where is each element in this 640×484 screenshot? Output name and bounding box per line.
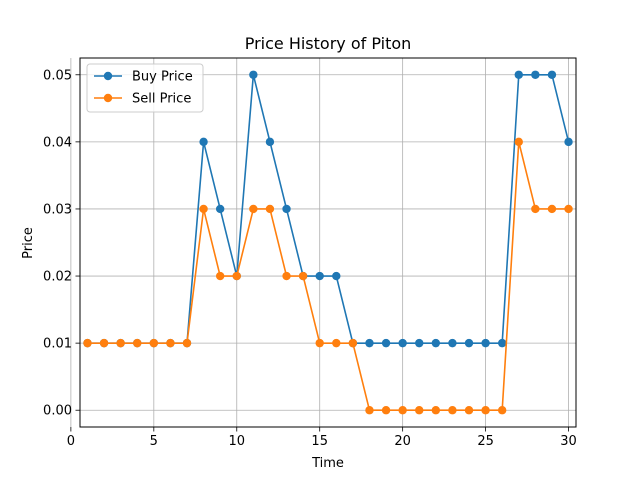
data-point — [514, 137, 523, 147]
data-point — [315, 271, 324, 281]
y-tick-label: 0.03 — [43, 202, 72, 217]
data-point — [514, 70, 523, 79]
x-tick-label: 20 — [394, 434, 411, 449]
data-point — [265, 204, 275, 214]
data-point — [448, 406, 457, 415]
data-point — [464, 338, 474, 348]
data-point — [564, 204, 573, 214]
data-point — [398, 338, 407, 348]
legend-entry: Buy Price — [94, 70, 193, 85]
data-point — [415, 406, 424, 415]
data-point — [531, 204, 540, 214]
data-point — [265, 137, 275, 147]
data-point — [116, 338, 125, 348]
data-point — [83, 338, 92, 348]
data-point — [464, 406, 474, 415]
data-point — [282, 271, 291, 281]
data-point — [133, 338, 142, 348]
data-point — [232, 271, 241, 281]
data-point — [398, 406, 407, 415]
data-point — [215, 271, 225, 281]
series-layer — [83, 70, 573, 415]
legend-label: Sell Price — [132, 92, 191, 107]
data-point — [298, 271, 308, 281]
data-point — [149, 338, 159, 348]
data-point — [431, 406, 441, 415]
chart-title: Price History of Piton — [245, 34, 412, 53]
data-point — [365, 338, 374, 348]
data-point — [448, 338, 457, 348]
data-point — [381, 406, 391, 415]
x-tick-label: 0 — [67, 434, 75, 449]
x-tick-label: 25 — [477, 434, 494, 449]
data-point — [431, 338, 441, 348]
data-point — [365, 406, 374, 415]
y-tick-label: 0.01 — [43, 337, 72, 352]
data-point — [564, 137, 573, 147]
data-point — [481, 338, 490, 348]
data-point — [166, 338, 175, 348]
data-point — [282, 204, 291, 214]
legend-marker — [103, 93, 113, 103]
series-sell-price — [83, 137, 573, 415]
data-point — [249, 204, 258, 214]
x-axis-ticks: 0 5 10 15 20 25 30 — [67, 427, 577, 449]
data-point — [481, 406, 490, 415]
data-point — [182, 338, 192, 348]
data-point — [497, 338, 507, 348]
data-point — [547, 70, 557, 79]
data-point — [99, 338, 109, 348]
legend-entry: Sell Price — [94, 92, 191, 107]
y-tick-label: 0.00 — [43, 404, 72, 419]
data-point — [332, 271, 341, 281]
legend: Buy Price Sell Price — [86, 63, 204, 113]
data-point — [315, 338, 324, 348]
y-axis-ticks: 0.00 0.01 0.02 0.03 0.04 0.05 — [43, 68, 80, 419]
data-point — [531, 70, 540, 79]
y-tick-label: 0.05 — [43, 68, 72, 83]
y-tick-label: 0.04 — [43, 135, 72, 150]
x-tick-label: 15 — [311, 434, 328, 449]
data-point — [332, 338, 341, 348]
data-point — [199, 204, 208, 214]
y-axis-label: Price — [21, 227, 36, 259]
data-point — [547, 204, 557, 214]
x-tick-label: 5 — [150, 434, 158, 449]
data-point — [348, 338, 358, 348]
data-point — [215, 204, 225, 214]
data-point — [497, 406, 507, 415]
data-point — [415, 338, 424, 348]
data-point — [249, 70, 258, 79]
plot-frame — [79, 57, 577, 428]
legend-marker — [103, 71, 113, 81]
data-point — [199, 137, 208, 147]
x-tick-label: 10 — [228, 434, 245, 449]
x-tick-label: 30 — [560, 434, 577, 449]
y-tick-label: 0.02 — [43, 270, 72, 285]
legend-label: Buy Price — [132, 70, 193, 85]
x-axis-label: Time — [311, 456, 344, 471]
data-point — [381, 338, 391, 348]
